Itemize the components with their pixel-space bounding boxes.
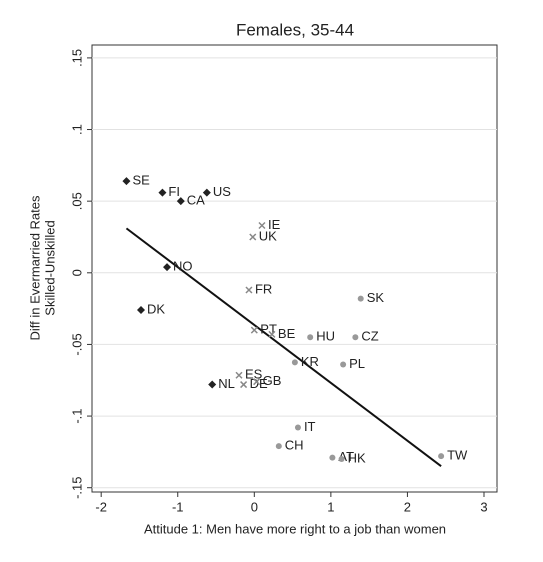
point — [202, 188, 211, 197]
point — [357, 295, 364, 302]
point-label: SE — [132, 173, 150, 188]
point-label: KR — [301, 354, 319, 369]
point — [235, 371, 243, 379]
point — [294, 424, 301, 431]
point-label: PL — [349, 356, 365, 371]
y-axis-label: Diff in Evermarried Rates — [27, 195, 42, 340]
point-label: CH — [285, 438, 304, 453]
point — [122, 177, 131, 186]
point-label: HU — [316, 329, 335, 344]
point — [329, 454, 336, 461]
point — [352, 334, 359, 341]
point-label: UK — [259, 228, 277, 243]
point-label: IT — [304, 419, 316, 434]
point-label: BE — [278, 326, 296, 341]
y-tick-label: .1 — [69, 124, 84, 135]
point — [275, 443, 282, 450]
point-label: GB — [263, 373, 282, 388]
point — [268, 330, 276, 338]
point — [163, 263, 172, 272]
point — [176, 197, 185, 206]
point-label: SK — [367, 290, 385, 305]
point — [340, 361, 347, 368]
point — [240, 381, 248, 389]
point — [136, 306, 145, 315]
point — [258, 221, 266, 230]
plot-area — [91, 44, 498, 493]
x-tick-label: 3 — [480, 499, 487, 514]
point-label: TW — [447, 448, 468, 463]
y-tick-label: .05 — [69, 192, 84, 210]
point — [291, 359, 298, 366]
point — [253, 378, 261, 386]
point — [208, 380, 217, 389]
point — [249, 233, 257, 241]
y-tick-label: -.1 — [69, 408, 84, 423]
y-tick-label: .15 — [69, 49, 84, 67]
point-label: CZ — [361, 329, 378, 344]
x-tick-label: -1 — [172, 499, 184, 514]
point-label: ES — [245, 367, 263, 382]
point-label: HK — [348, 450, 366, 465]
point-label: US — [213, 184, 231, 199]
point — [338, 456, 345, 463]
point-label: DK — [147, 301, 165, 316]
point-label: CA — [187, 193, 205, 208]
point-label: NL — [218, 376, 235, 391]
point — [307, 334, 314, 341]
point-label: NO — [173, 259, 193, 274]
fit-line — [125, 227, 442, 468]
x-tick-label: -2 — [95, 499, 107, 514]
point-label: FI — [168, 184, 180, 199]
y-tick-label: -.05 — [69, 333, 84, 355]
y-tick-label: -.15 — [69, 476, 84, 498]
point — [250, 326, 258, 334]
point — [245, 286, 253, 294]
chart-title: Females, 35-44 — [236, 20, 354, 39]
y-tick-label: 0 — [69, 269, 84, 276]
point-label: IE — [268, 217, 281, 232]
point-label: PT — [260, 322, 277, 337]
point — [438, 453, 445, 460]
point-label: FR — [255, 281, 272, 296]
x-tick-label: 1 — [327, 499, 334, 514]
point — [158, 188, 167, 197]
x-tick-label: 2 — [404, 499, 411, 514]
x-tick-label: 0 — [251, 499, 258, 514]
y-axis-label: Skilled-Unskilled — [42, 220, 57, 315]
x-axis-label: Attitude 1: Men have more right to a job… — [144, 521, 446, 536]
